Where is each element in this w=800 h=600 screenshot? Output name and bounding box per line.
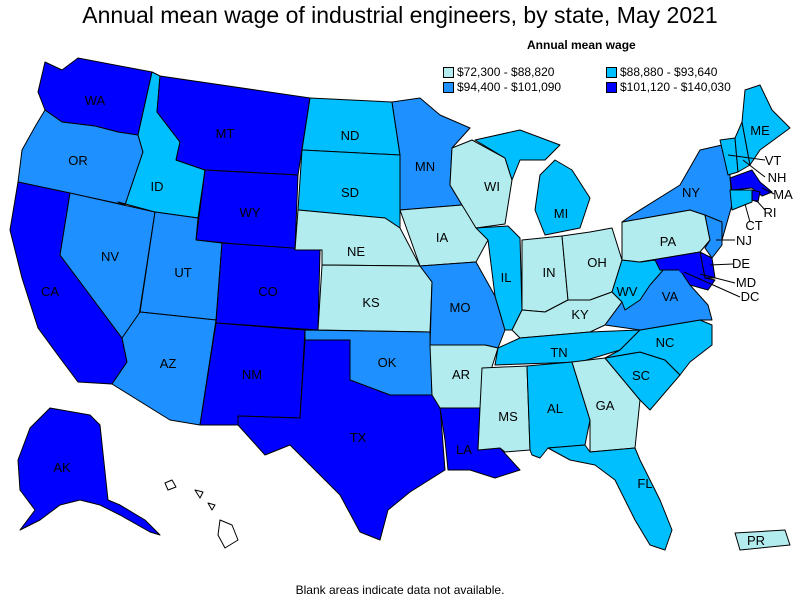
state-label-MI: MI [554,206,568,221]
state-label-PA: PA [660,234,677,249]
state-WI[interactable] [449,139,513,229]
leader-CT [744,203,751,223]
leader-MD [699,273,736,284]
map-title: Annual mean wage of industrial engineers… [82,2,718,28]
state-TX[interactable] [237,339,446,541]
state-label-NH: NH [768,170,787,185]
state-label-MD: MD [736,275,756,290]
state-label-VA: VA [662,289,679,304]
leader-DC [683,271,741,298]
state-label-NY: NY [682,185,700,200]
legend-title: Annual mean wage [527,38,636,52]
state-label-SC: SC [632,368,650,383]
state-label-VT: VT [765,153,782,168]
state-label-WV: WV [617,284,638,299]
legend-label-2: $88,880 - $93,640 [620,65,718,79]
state-label-GA: GA [596,398,615,413]
state-label-IN: IN [543,265,556,280]
state-ME[interactable] [741,84,791,166]
state-label-MA: MA [773,187,793,202]
state-label-NM: NM [242,367,262,382]
state-label-ID: ID [151,179,164,194]
legend-swatch-1 [443,67,454,78]
legend-swatch-2 [606,67,617,78]
state-label-FL: FL [637,476,652,491]
state-label-LA: LA [456,442,472,457]
state-label-MS: MS [498,409,518,424]
state-label-CT: CT [745,218,762,233]
state-CT[interactable] [729,189,753,211]
state-label-ND: ND [341,128,360,143]
state-label-OK: OK [378,355,397,370]
state-label-CA: CA [41,284,59,299]
state-label-KY: KY [571,307,589,322]
state-label-TX: TX [350,430,367,445]
state-label-UT: UT [174,265,191,280]
legend-item-2: $88,880 - $93,640 [606,66,717,79]
legend-swatch-3 [443,82,454,93]
state-PR[interactable] [734,529,791,551]
state-label-PR: PR [747,533,765,548]
leader-VT [727,154,766,161]
legend-swatch-4 [606,82,617,93]
leader-MA [761,187,775,195]
state-label-WA: WA [85,93,106,108]
footnote: Blank areas indicate data not available. [295,583,505,597]
state-label-AK: AK [53,460,71,475]
leader-DE [709,263,734,266]
state-label-DE: DE [732,256,750,271]
state-label-KS: KS [362,295,380,310]
state-label-CO: CO [258,284,278,299]
legend-label-1: $72,300 - $88,820 [457,65,555,79]
legend-item-3: $94,400 - $101,090 [443,81,561,94]
legend-item-4: $101,120 - $140,030 [606,81,731,94]
leader-NH [742,159,766,178]
state-MD[interactable] [639,251,716,291]
state-label-MO: MO [450,300,471,315]
legend-item-1: $72,300 - $88,820 [443,66,554,79]
state-label-MT: MT [216,126,235,141]
state-label-AR: AR [452,367,470,382]
state-label-RI: RI [764,205,777,220]
state-ND[interactable] [301,97,401,156]
state-label-IL: IL [501,270,512,285]
state-label-AZ: AZ [160,356,177,371]
state-label-NJ: NJ [736,233,752,248]
state-label-OR: OR [68,153,88,168]
state-HI[interactable] [164,479,239,549]
state-label-IA: IA [436,230,449,245]
state-label-OH: OH [587,255,607,270]
state-label-ME: ME [750,123,770,138]
state-label-NC: NC [656,335,675,350]
state-label-WI: WI [484,179,500,194]
legend-label-3: $94,400 - $101,090 [457,80,562,94]
state-FL[interactable] [547,444,673,551]
legend-label-4: $101,120 - $140,030 [620,80,731,94]
state-label-MN: MN [415,159,435,174]
state-label-NE: NE [347,244,365,259]
state-label-SD: SD [341,185,359,200]
state-AK[interactable] [17,407,161,536]
state-DC[interactable] [679,267,685,273]
state-label-TN: TN [550,345,567,360]
state-label-AL: AL [547,401,563,416]
state-label-DC: DC [741,289,760,304]
state-label-NV: NV [101,249,119,264]
state-MI[interactable] [474,129,591,236]
leader-RI [755,199,766,211]
state-label-WY: WY [240,205,261,220]
